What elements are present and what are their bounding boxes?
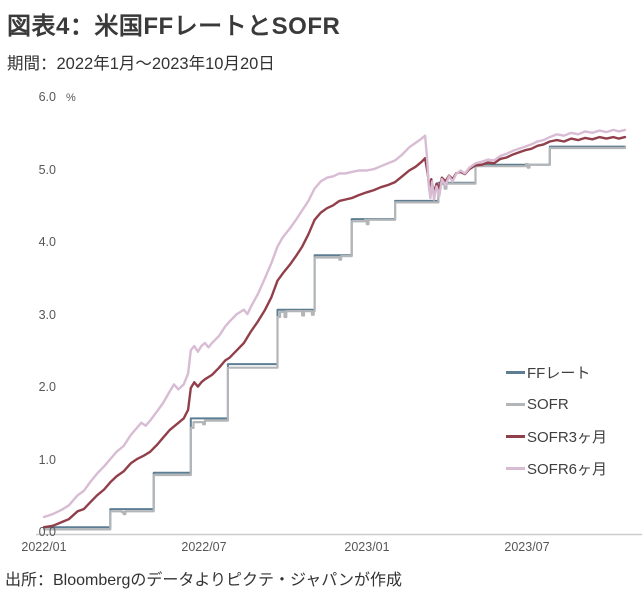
- x-tick-label: 2023/01: [344, 540, 390, 554]
- y-axis-unit-label: %: [66, 92, 76, 104]
- chart-legend: FFレート SOFR SOFR3ヶ月 SOFR6ヶ月: [506, 362, 607, 490]
- legend-item-0: FFレート: [506, 362, 607, 383]
- y-tick-label: 5.0: [38, 163, 56, 177]
- legend-label: SOFR3ヶ月: [527, 429, 608, 446]
- legend-swatch-icon: [506, 371, 525, 374]
- legend-swatch-icon: [506, 403, 525, 406]
- chart-title: 図表4：米国FFレートとSOFR: [7, 13, 341, 40]
- legend-swatch-icon: [506, 435, 525, 438]
- line-chart-plot: [36, 128, 642, 536]
- y-tick-label: 4.0: [38, 235, 56, 249]
- y-tick-label: 0.0: [38, 525, 56, 539]
- series-line-1: [42, 146, 627, 531]
- legend-item-2: SOFR3ヶ月: [506, 426, 607, 447]
- source-attribution: 出所：Bloombergのデータよりピクテ・ジャパンが作成: [5, 572, 403, 589]
- y-tick-label: 2.0: [38, 380, 56, 394]
- x-tick-label: 2022/01: [21, 540, 67, 554]
- legend-label: SOFR6ヶ月: [527, 461, 608, 478]
- y-tick-label: 6.0: [38, 90, 56, 104]
- chart-subtitle: 期間：2022年1月～2023年10月20日: [7, 55, 275, 73]
- x-tick-label: 2023/07: [504, 540, 550, 554]
- x-tick-label: 2022/07: [181, 540, 227, 554]
- series-line-2: [42, 135, 627, 529]
- legend-swatch-icon: [506, 467, 525, 470]
- legend-label: SOFR: [527, 396, 569, 413]
- series-line-3: [42, 128, 627, 519]
- y-tick-label: 3.0: [38, 308, 56, 322]
- legend-label: FFレート: [527, 365, 591, 382]
- legend-item-3: SOFR6ヶ月: [506, 458, 607, 479]
- y-tick-label: 1.0: [38, 453, 56, 467]
- legend-item-1: SOFR: [506, 394, 607, 415]
